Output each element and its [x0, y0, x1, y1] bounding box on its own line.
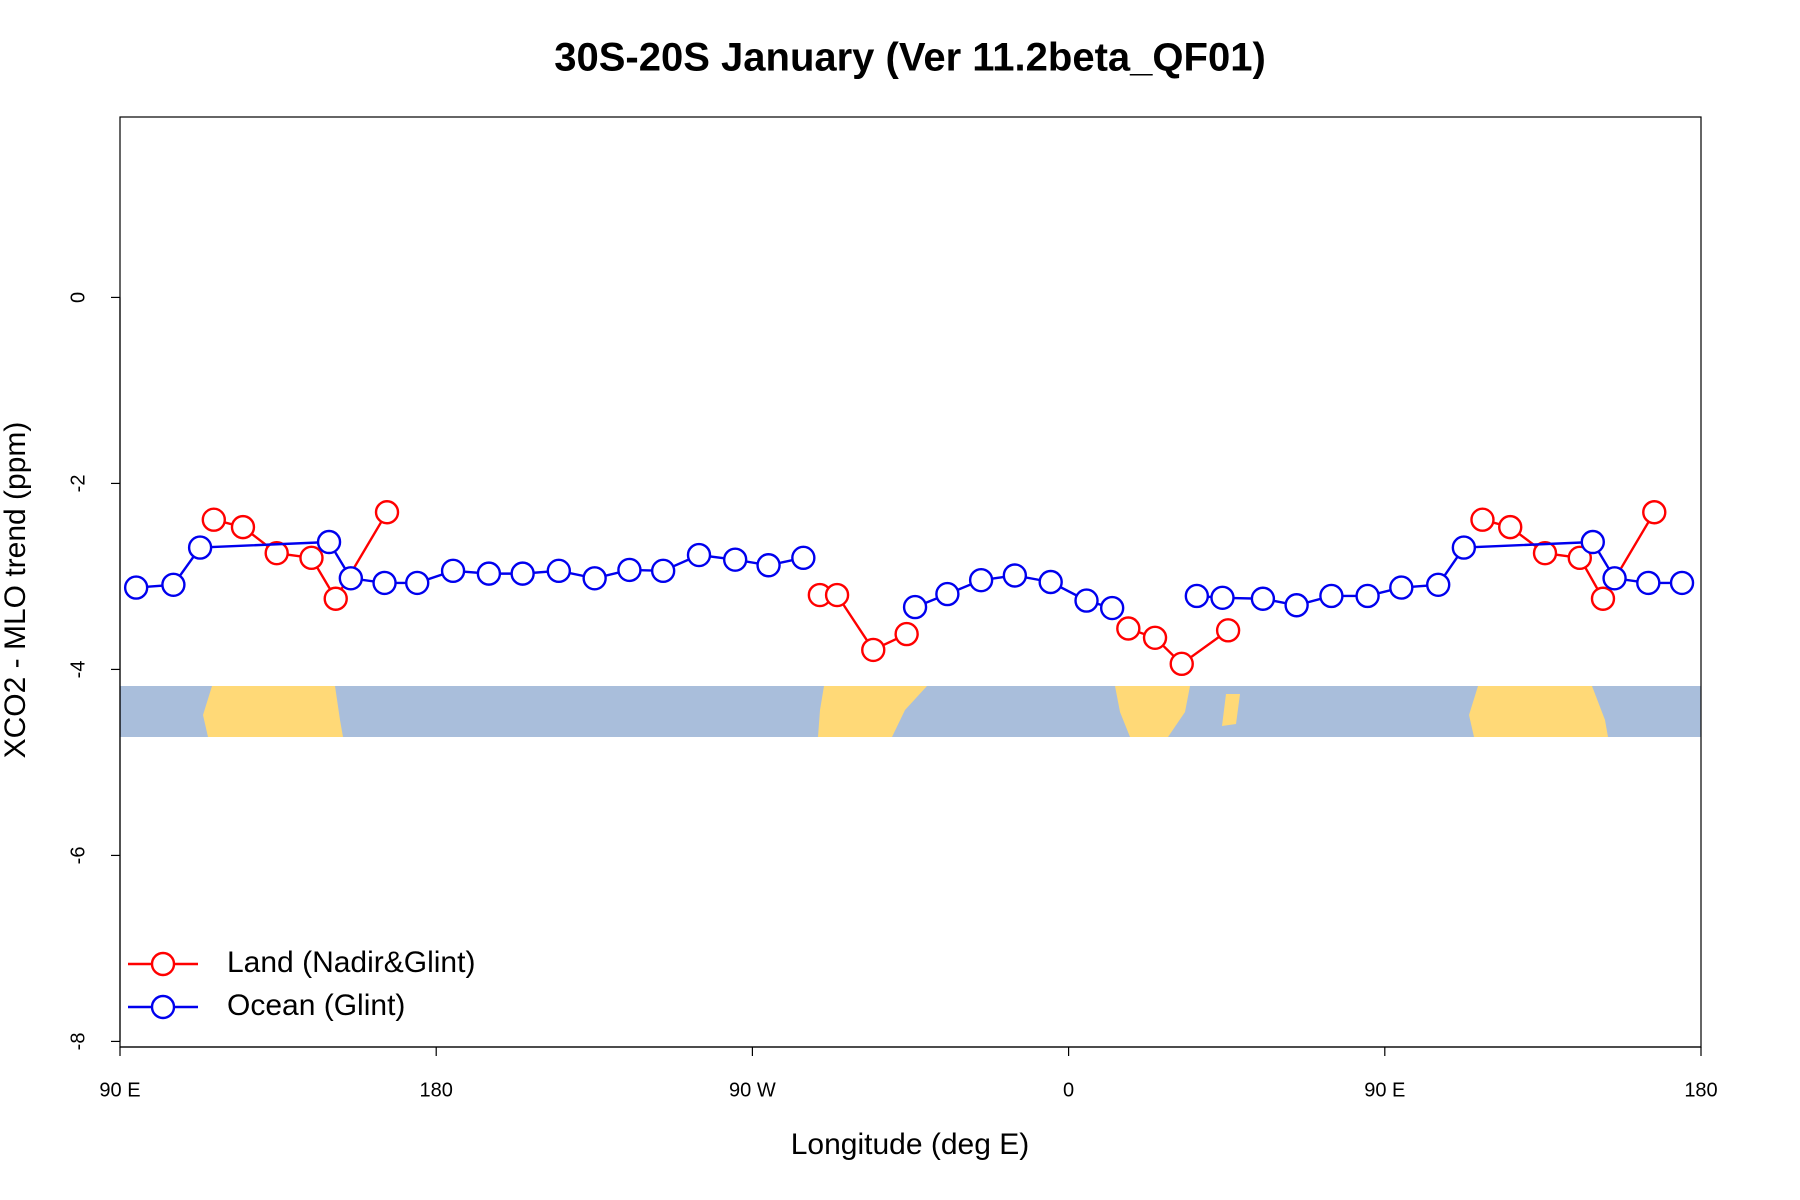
data-point: [299, 545, 324, 571]
data-point: [123, 575, 149, 600]
data-point: [374, 500, 400, 525]
data-point: [686, 542, 712, 568]
data-point: [756, 553, 781, 578]
x-tick-label: 90 E: [99, 1079, 140, 1101]
data-point: [722, 547, 748, 572]
data-point: [1038, 569, 1063, 595]
data-point: [1184, 583, 1210, 609]
y-tick-label: -6: [67, 847, 89, 865]
data-point: [1074, 588, 1099, 613]
data-point: [161, 572, 186, 597]
data-point: [1169, 651, 1194, 677]
land-shape: [203, 686, 343, 737]
data-point: [405, 570, 430, 596]
data-point: [650, 558, 676, 584]
data-point: [1636, 570, 1661, 596]
data-point: [1567, 545, 1592, 571]
x-axis-label: Longitude (deg E): [791, 1128, 1030, 1161]
data-point: [1498, 514, 1523, 540]
data-point: [323, 586, 348, 611]
data-point: [582, 566, 607, 591]
land-shape: [818, 686, 927, 737]
data-point: [476, 561, 502, 586]
data-point: [1669, 570, 1695, 596]
data-point: [187, 535, 213, 560]
legend-marker: [150, 994, 176, 1020]
data-point: [510, 561, 535, 586]
y-axis-label: XCO2 - MLO trend (ppm): [0, 422, 32, 759]
data-point: [264, 540, 289, 566]
y-tick-label: -2: [67, 475, 89, 493]
data-point: [1389, 575, 1414, 600]
data-point: [861, 637, 886, 663]
data-point: [1215, 618, 1241, 643]
data-point: [1590, 586, 1616, 611]
data-point: [1451, 535, 1477, 560]
y-tick-label: -4: [67, 661, 89, 679]
data-point: [894, 621, 919, 647]
data-point: [902, 594, 928, 620]
x-tick-label: 90 E: [1364, 1079, 1405, 1101]
map-band: [120, 686, 1701, 737]
y-tick-label: -8: [67, 1033, 89, 1051]
x-tick-label: 90 W: [729, 1079, 776, 1101]
data-point: [1642, 500, 1667, 525]
data-point: [1319, 583, 1344, 609]
data-point: [440, 558, 466, 584]
data-point: [338, 566, 364, 591]
x-tick-label: 180: [420, 1079, 453, 1101]
data-point: [1355, 583, 1380, 609]
legend-label: Ocean (Glint): [227, 989, 405, 1022]
data-point: [1284, 593, 1309, 618]
land-shape: [1469, 686, 1608, 737]
y-tick-label: 0: [67, 292, 89, 303]
data-point: [935, 581, 960, 607]
legend-label: Land (Nadir&Glint): [227, 946, 475, 979]
data-point: [1580, 529, 1605, 555]
data-point: [372, 570, 397, 596]
x-tick-label: 180: [1684, 1079, 1717, 1101]
data-point: [1602, 566, 1627, 591]
data-point: [1116, 616, 1141, 641]
data-point: [316, 529, 342, 555]
data-point: [1426, 572, 1451, 597]
data-point: [201, 507, 227, 532]
data-point: [1470, 507, 1495, 532]
data-point: [1210, 585, 1235, 611]
data-point: [1532, 540, 1558, 566]
data-point: [1002, 563, 1028, 588]
chart-title: 30S-20S January (Ver 11.2beta_QF01): [554, 36, 1266, 80]
data-point: [1142, 625, 1168, 650]
data-point: [617, 557, 642, 583]
data-point: [968, 567, 994, 593]
land-shape: [1222, 694, 1240, 726]
data-point: [791, 545, 816, 571]
x-tick-label: 0: [1063, 1079, 1074, 1101]
data-point: [1099, 595, 1125, 621]
data-point: [546, 558, 572, 584]
data-point: [230, 514, 256, 540]
land-shape: [1115, 686, 1190, 737]
series-line: [213, 511, 1656, 666]
legend-marker: [150, 951, 176, 977]
data-point: [824, 582, 850, 608]
data-point: [1250, 586, 1276, 611]
